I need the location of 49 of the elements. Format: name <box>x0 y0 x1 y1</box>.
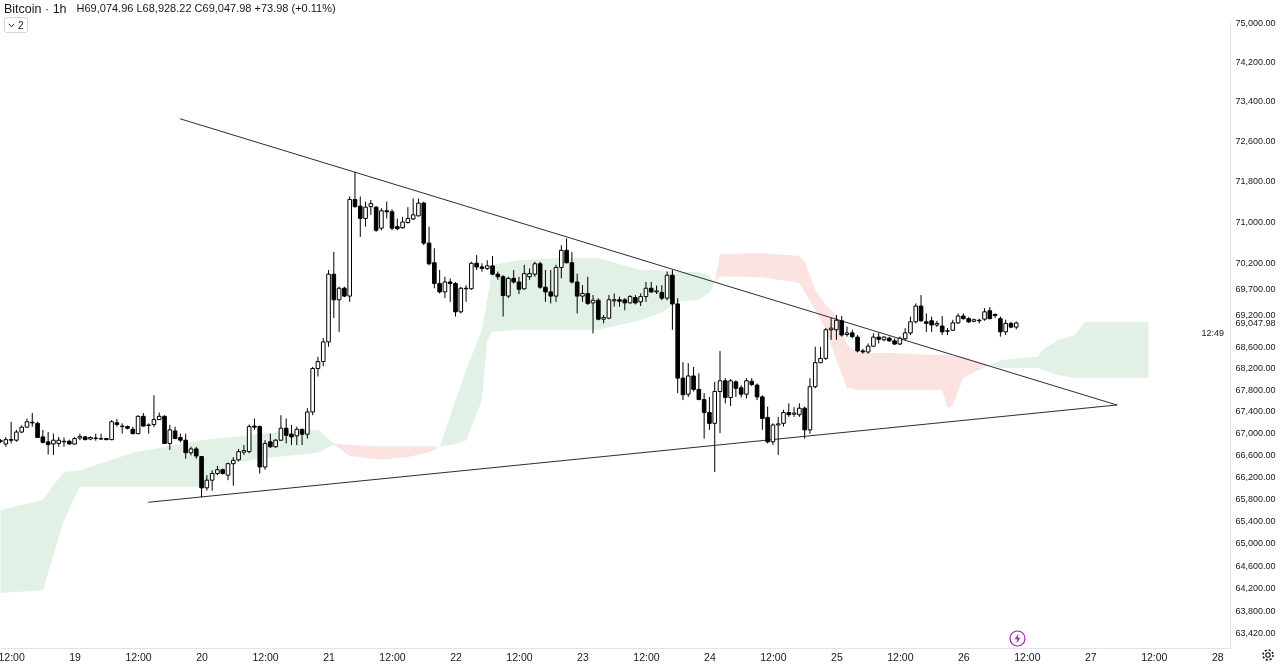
y-tick-label: 69,047.98 <box>1235 318 1276 329</box>
x-tick-label: 27 <box>1084 650 1097 663</box>
x-tick-label: 21 <box>323 650 336 663</box>
y-tick-label: 68,200.00 <box>1235 363 1276 374</box>
x-tick-label: 22 <box>450 650 462 663</box>
y-tick-label: 65,800.00 <box>1235 493 1276 504</box>
x-tick-label: 12:00 <box>760 650 787 663</box>
y-tick-label: 66,600.00 <box>1235 449 1276 460</box>
x-tick-label: 12:00 <box>506 650 533 663</box>
y-tick-label: 70,200.00 <box>1235 258 1276 269</box>
x-tick-label: 28 <box>1211 650 1224 663</box>
y-tick-label: 63,420.00 <box>1235 627 1276 638</box>
x-tick-label: 12:00 <box>633 650 660 663</box>
x-tick-label: 26 <box>958 650 970 663</box>
x-tick-label: 12:00 <box>887 650 914 663</box>
x-tick-label: 12:00 <box>1141 650 1168 663</box>
x-tick-label: 19 <box>69 650 82 663</box>
y-tick-label: 69,200.00 <box>1235 310 1276 321</box>
y-tick-label: 67,800.00 <box>1235 384 1276 395</box>
y-tick-label: 67,000.00 <box>1235 428 1276 439</box>
y-tick-label: 71,800.00 <box>1235 176 1276 187</box>
x-tick-label: 24 <box>704 650 716 663</box>
y-tick-label: 68,600.00 <box>1235 342 1276 353</box>
x-tick-label: 20 <box>196 650 209 663</box>
x-tick-label: 12:00 <box>379 650 406 663</box>
annotation: 12:49 <box>1201 327 1224 338</box>
y-tick-label: 67,400.00 <box>1235 406 1276 417</box>
y-tick-label: 74,200.00 <box>1235 56 1276 67</box>
y-tick-label: 71,000.00 <box>1235 217 1276 228</box>
x-tick-label: 12:00 <box>125 650 152 663</box>
chart-subtitle: H69,074.96 L68,928.22 C69,047.98 +73.98 (+0.11%) <box>76 2 336 14</box>
y-tick-label: 64,200.00 <box>1235 583 1276 594</box>
y-tick-label: 73,400.00 <box>1235 95 1276 106</box>
chart-title: Bitcoin · 1h <box>4 2 67 16</box>
x-tick-label: 12:00 <box>0 650 25 663</box>
x-tick-label: 25 <box>831 650 843 663</box>
x-tick-label: 12:00 <box>252 650 279 663</box>
y-tick-label: 64,600.00 <box>1235 560 1276 571</box>
y-tick-label: 69,700.00 <box>1235 284 1276 295</box>
y-tick-label: 65,000.00 <box>1235 538 1276 549</box>
y-tick-label: 72,600.00 <box>1235 135 1276 146</box>
x-tick-label: 23 <box>577 650 589 663</box>
y-tick-label: 65,400.00 <box>1235 516 1276 527</box>
annotation: 2 <box>18 19 24 31</box>
y-tick-label: 63,800.00 <box>1235 606 1276 617</box>
y-tick-label: 75,000.00 <box>1235 17 1276 28</box>
y-tick-label: 66,200.00 <box>1235 471 1276 482</box>
x-tick-label: 12:00 <box>1014 650 1041 663</box>
toggle-button: 2 <box>4 17 28 33</box>
